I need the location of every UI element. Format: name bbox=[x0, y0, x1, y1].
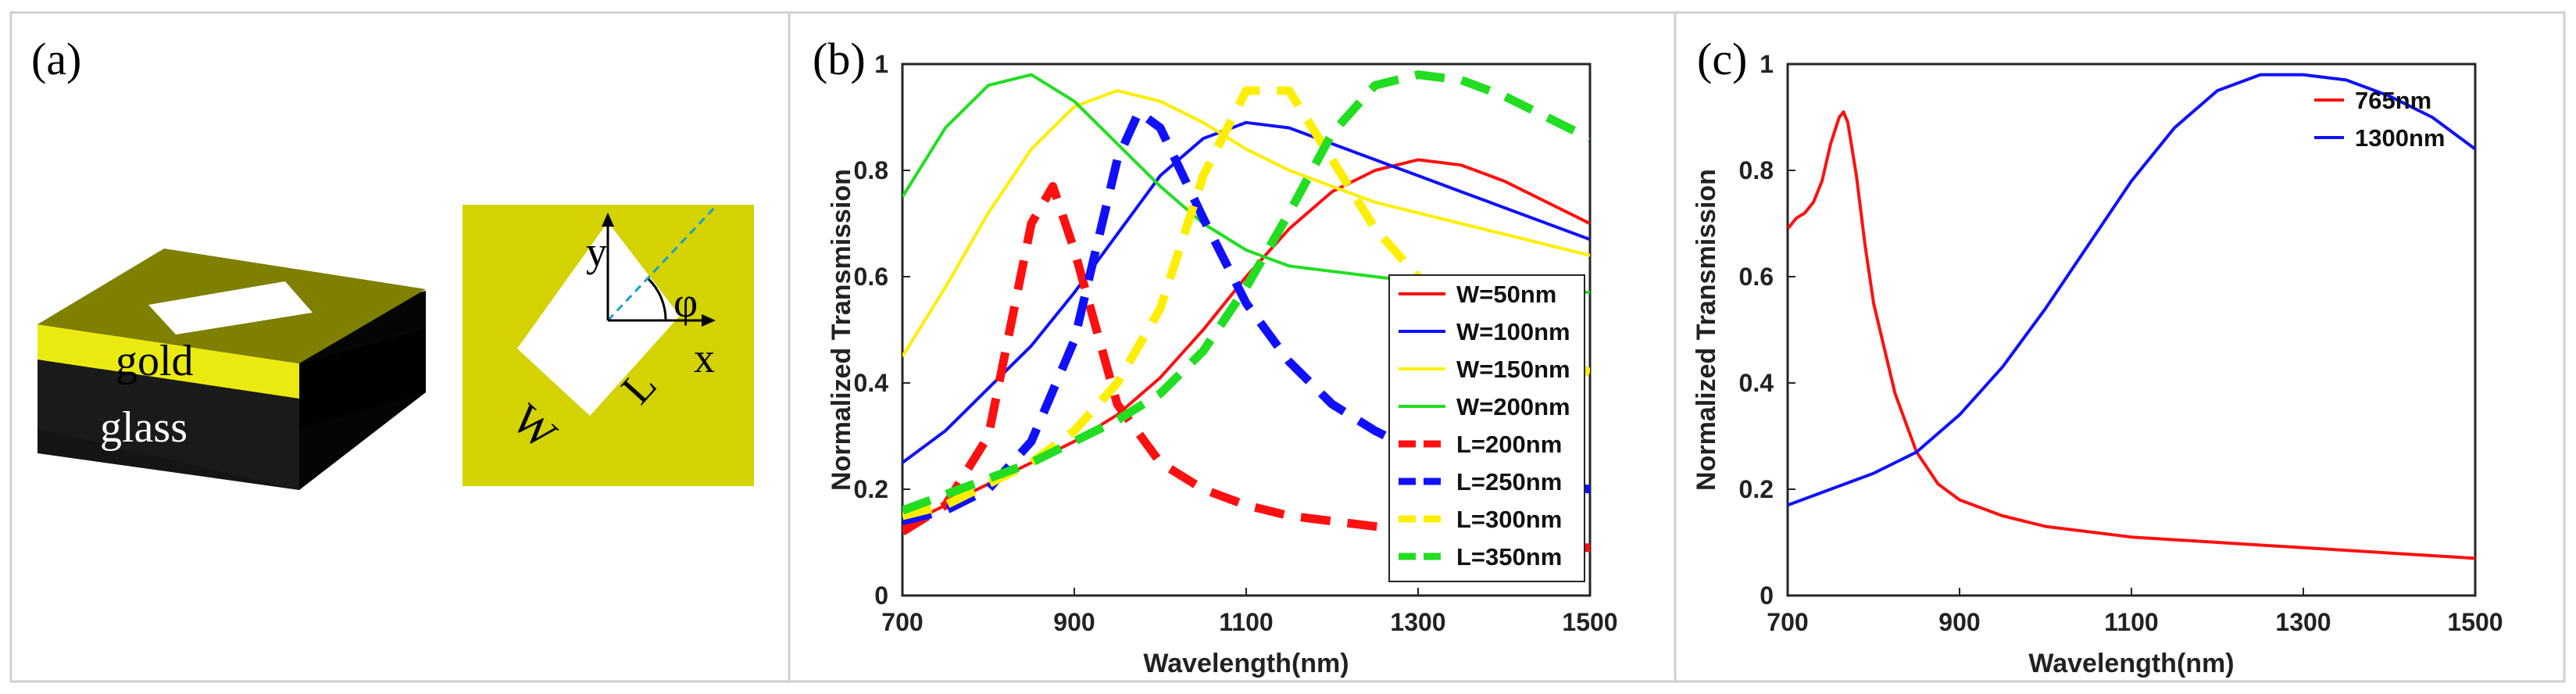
legend-label: W=50nm bbox=[1456, 281, 1556, 308]
y-axis-title-b: Normalized Transmission bbox=[827, 169, 856, 491]
legend-label: W=100nm bbox=[1456, 318, 1570, 345]
panel-b-label: (b) bbox=[813, 34, 866, 84]
y-tick-label: 0 bbox=[1760, 581, 1774, 610]
series-line-w-100nm bbox=[902, 120, 1590, 464]
glass-label: glass bbox=[100, 403, 188, 452]
legend-c: 765nm 1300nm bbox=[2314, 87, 2445, 152]
y-tick-label: 0 bbox=[874, 581, 888, 610]
aperture-top bbox=[148, 281, 313, 334]
y-tick-label: 0.4 bbox=[854, 369, 889, 397]
gold-layer-front bbox=[38, 324, 299, 399]
x-axis-title-b: Wavelength(nm) bbox=[1143, 649, 1349, 678]
y-tick-label: 0.2 bbox=[1739, 475, 1774, 503]
panel-b: (b) 700 900 1100 1300 1500 0 0.2 0.4 0.6 0.8 1 Wav… bbox=[813, 34, 1618, 678]
x-tick-label: 1500 bbox=[2447, 608, 2503, 636]
unit-cell-top-view: y φ x W L bbox=[463, 205, 754, 486]
legend-label: 765nm bbox=[2355, 87, 2431, 114]
legend-b: W=50nm W=100nm W=150nm W=200nm L=200nm L=250n… bbox=[1388, 274, 1585, 582]
y-axis-title-c: Normalized Transmission bbox=[1692, 169, 1721, 491]
panel-a: (a) gold glass y φ bbox=[31, 34, 754, 490]
x-tick-label: 1100 bbox=[2104, 608, 2158, 636]
legend-label: 1300nm bbox=[2355, 124, 2445, 152]
x-arrow-head bbox=[702, 314, 716, 327]
y-tick-label: 1 bbox=[1760, 50, 1774, 78]
panel-c-label: (c) bbox=[1697, 34, 1747, 84]
y-tick-label: 0.6 bbox=[854, 263, 888, 291]
y-tick-label: 1 bbox=[874, 50, 888, 78]
y-tick-label: 0.8 bbox=[1739, 156, 1774, 184]
series-line-w-150nm bbox=[902, 89, 1590, 358]
gold-label: gold bbox=[116, 337, 194, 385]
y-tick-label: 0.2 bbox=[854, 475, 888, 503]
legend-label: L=350nm bbox=[1456, 543, 1562, 571]
legend-label: L=200nm bbox=[1456, 431, 1562, 458]
y-tick-label: 0.4 bbox=[1739, 369, 1774, 397]
series-line-l-350nm bbox=[902, 70, 1590, 515]
plot-area-c bbox=[1786, 63, 2477, 597]
phi-label: φ bbox=[673, 279, 698, 326]
y-tick-label: 0.6 bbox=[1739, 263, 1774, 291]
y-axis-label: y bbox=[586, 228, 607, 275]
y-tick-label: 0.8 bbox=[854, 156, 888, 184]
series-line-765nm bbox=[1788, 110, 2475, 560]
ticks-group-b: 700 900 1100 1300 1500 0 0.2 0.4 0.6 0.8 1 bbox=[854, 50, 1618, 636]
series-group-c bbox=[1788, 73, 2475, 560]
x-tick-label: 700 bbox=[1767, 608, 1808, 636]
y-arrow-head bbox=[602, 213, 614, 227]
x-axis-title-c: Wavelength(nm) bbox=[2028, 649, 2234, 678]
x-tick-label: 1300 bbox=[1390, 608, 1445, 636]
x-tick-label: 900 bbox=[1938, 608, 1980, 636]
x-tick-label: 900 bbox=[1053, 608, 1095, 636]
x-tick-label: 1100 bbox=[1219, 608, 1273, 636]
legend-label: W=200nm bbox=[1456, 393, 1570, 420]
x-axis-label: x bbox=[694, 334, 715, 381]
sample-block: gold glass bbox=[38, 249, 426, 490]
aperture-diamond bbox=[517, 222, 680, 416]
x-tick-label: 700 bbox=[881, 608, 923, 636]
ticks-group-c: 700 900 1100 1300 1500 0 0.2 0.4 0.6 0.8 1 bbox=[1739, 50, 2503, 636]
panel-c: (c) 700 900 1100 1300 1500 0 0.2 0.4 0.6 0.8 1 Wav… bbox=[1692, 34, 2503, 678]
legend-box-b bbox=[1388, 274, 1585, 582]
legend-label: L=300nm bbox=[1456, 506, 1562, 533]
angle-arc bbox=[647, 277, 667, 321]
legend-label: W=150nm bbox=[1456, 356, 1570, 383]
panel-a-label: (a) bbox=[31, 34, 81, 84]
glass-side-upper bbox=[299, 361, 426, 428]
series-line-1300nm bbox=[1788, 73, 2475, 507]
legend-label: L=250nm bbox=[1456, 468, 1562, 495]
x-tick-label: 1300 bbox=[2275, 608, 2331, 636]
figure-frame bbox=[9, 11, 2566, 683]
x-tick-label: 1500 bbox=[1562, 608, 1617, 636]
